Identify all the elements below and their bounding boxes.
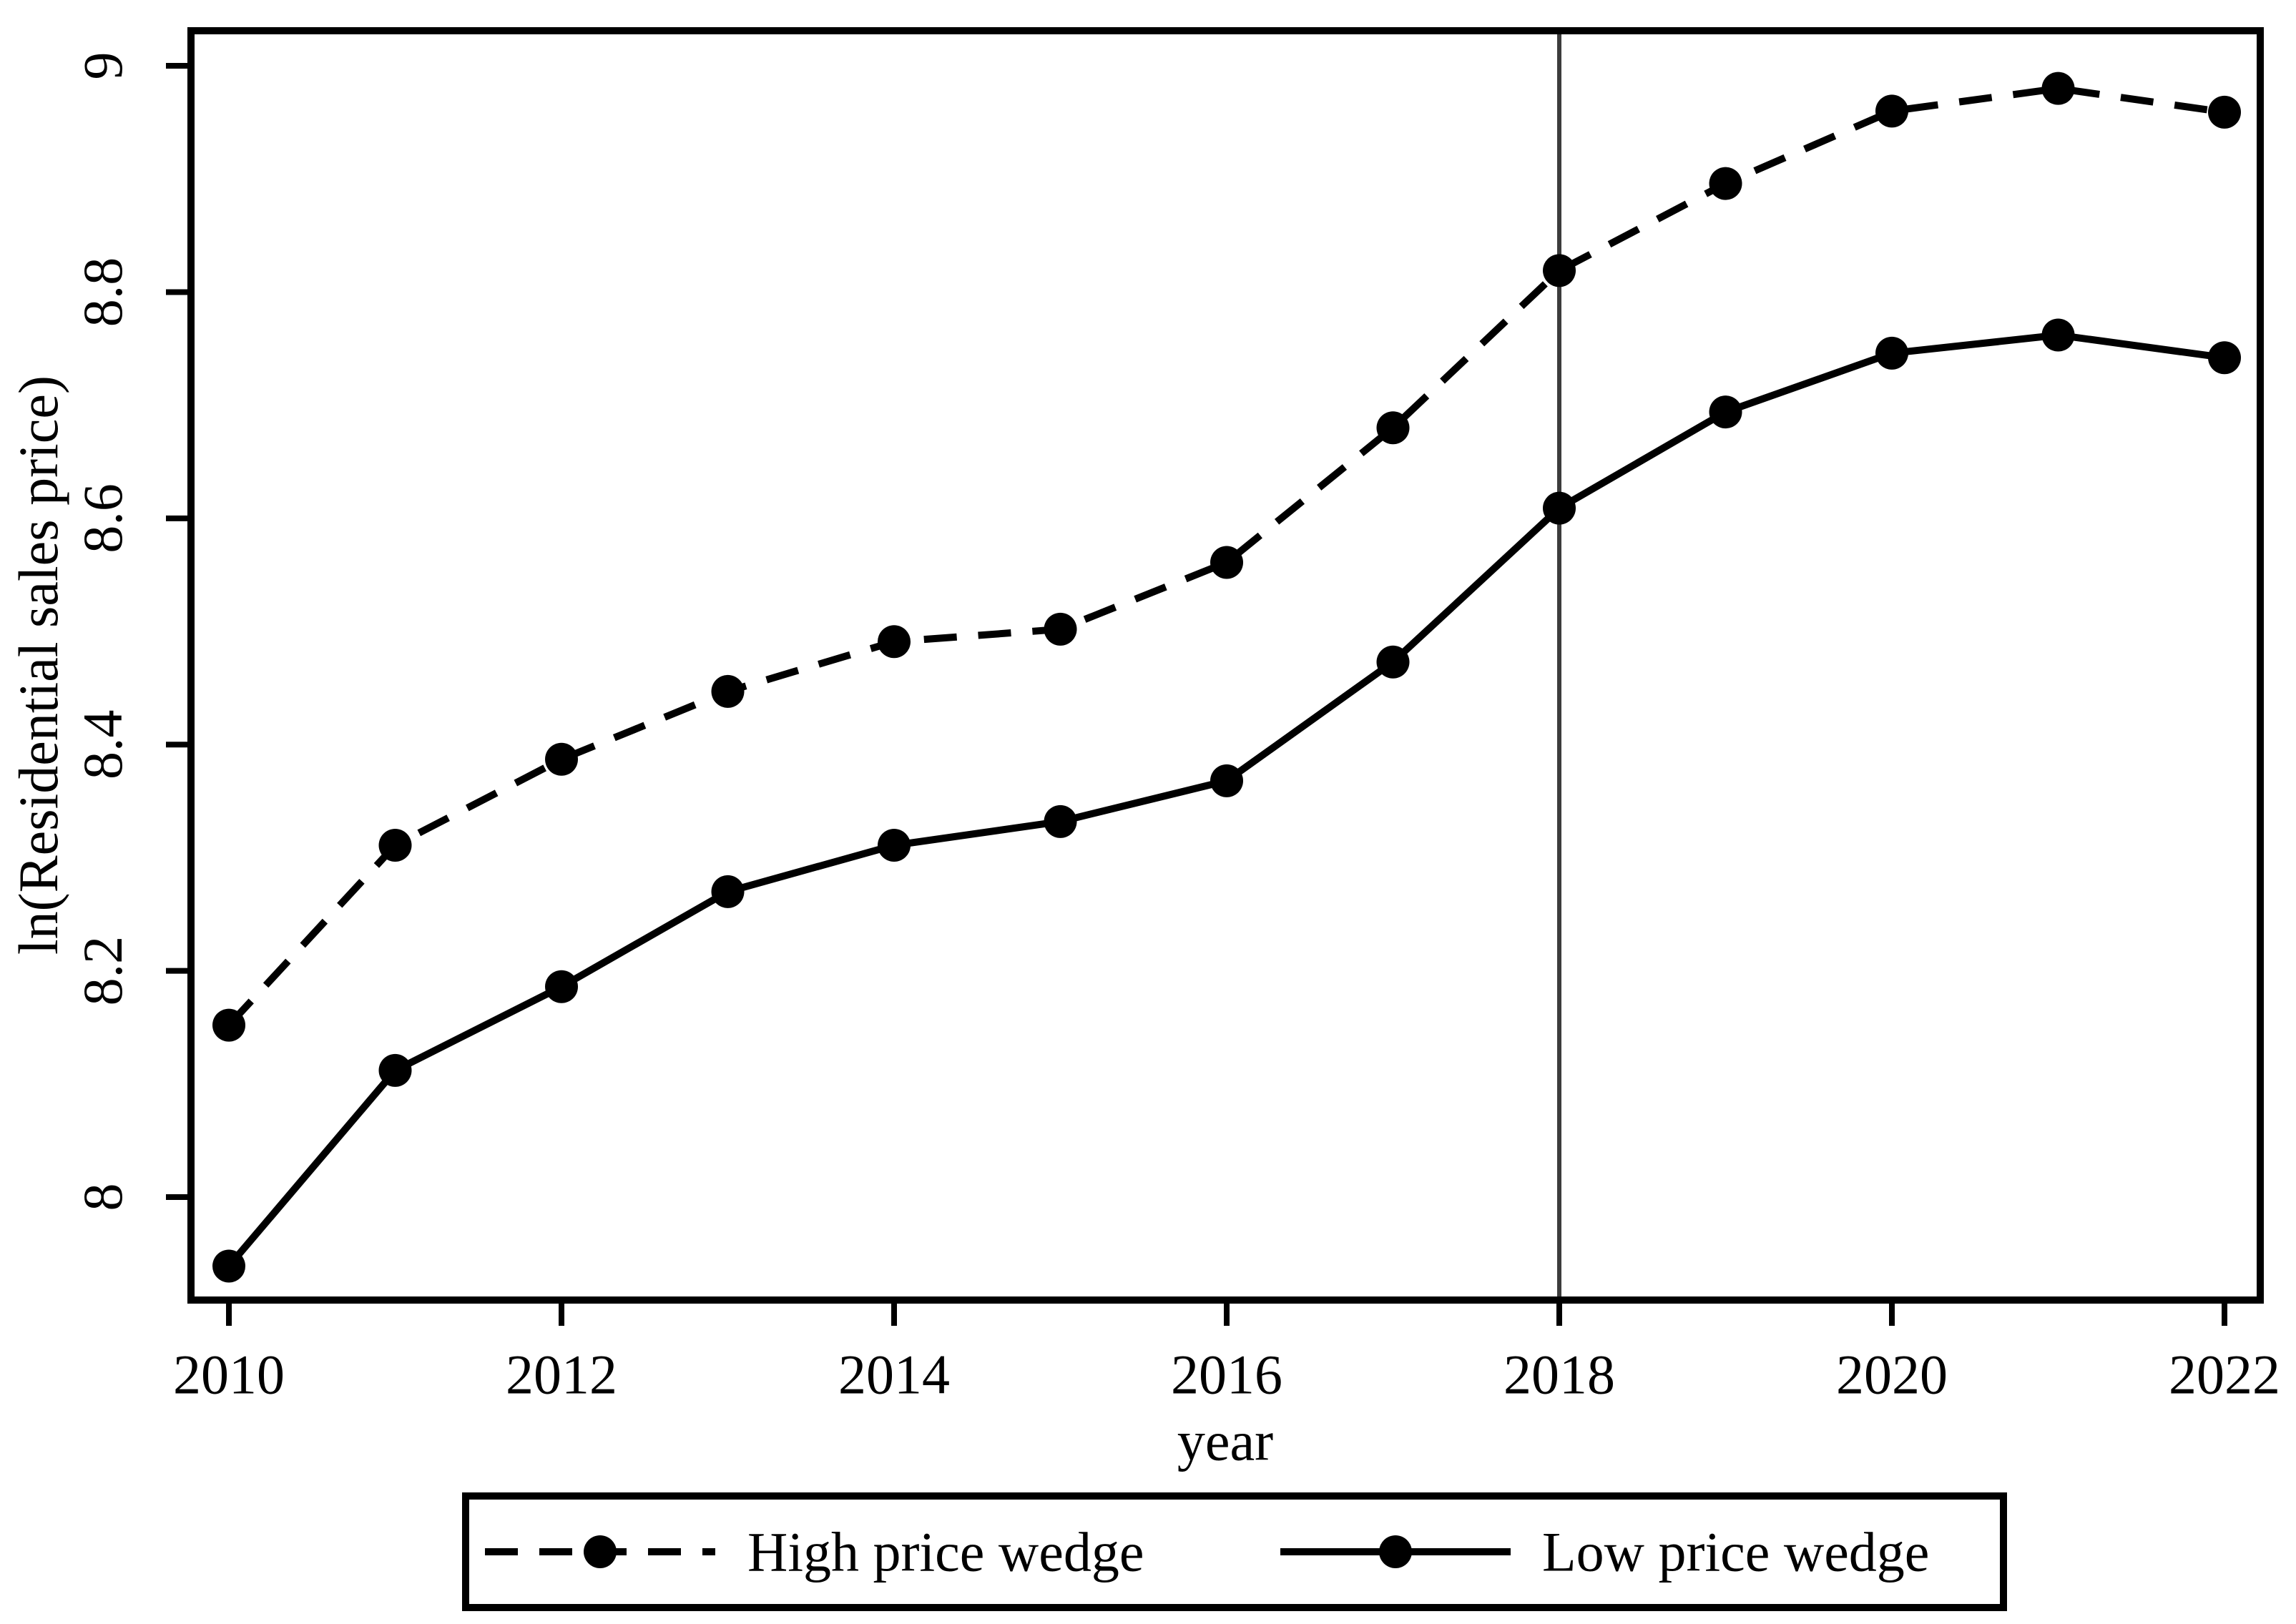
y-axis-title: ln(Residential sales price) <box>7 375 69 955</box>
plot-border <box>187 27 2264 1304</box>
high-series-point-2022 <box>2208 95 2242 129</box>
high-series-point-2010 <box>212 1008 246 1042</box>
low-series-point-2015 <box>1044 804 1077 838</box>
high-series-point-2018 <box>1543 254 1576 287</box>
legend-high-label: High price wedge <box>747 1521 1144 1583</box>
x-tick-label: 2010 <box>173 1344 285 1406</box>
low-series-point-2013 <box>711 875 745 908</box>
high-series-point-2021 <box>2041 72 2075 105</box>
low-series-point-2018 <box>1543 491 1576 525</box>
low-series-point-2012 <box>545 970 579 1003</box>
low-series-point-2019 <box>1709 395 1742 429</box>
x-axis-title: year <box>1177 1410 1273 1472</box>
y-tick-label: 8.4 <box>72 709 134 779</box>
high-series-point-2015 <box>1044 612 1077 646</box>
x-tick-label: 2022 <box>2169 1344 2280 1406</box>
y-tick-label: 9 <box>72 52 134 80</box>
y-tick-label: 8.6 <box>72 483 134 553</box>
y-tick-label: 8 <box>72 1183 134 1211</box>
high-series-point-2020 <box>1875 94 1909 128</box>
x-tick-label: 2012 <box>506 1344 617 1406</box>
low-series-line <box>226 331 2225 1269</box>
high-series-point-2019 <box>1709 167 1742 200</box>
legend-box <box>462 1492 2007 1611</box>
x-tick-label: 2016 <box>1171 1344 1282 1406</box>
high-series-point-2017 <box>1376 411 1410 445</box>
series-group <box>212 72 2242 1283</box>
low-series-point-2022 <box>2208 341 2242 375</box>
high-series-point-2012 <box>545 742 579 776</box>
y-tick-label: 8.2 <box>72 936 134 1006</box>
legend-low-label: Low price wedge <box>1542 1521 1929 1583</box>
low-series-point-2021 <box>2041 318 2075 352</box>
high-series-point-2011 <box>378 829 412 862</box>
low-series-point-2017 <box>1376 645 1410 679</box>
axis-ticks: 8 8.2 8.4 8.6 8.8 9 2010 2012 2014 2016 2018 2020 20… <box>72 52 2280 1406</box>
x-tick-label: 2018 <box>1503 1344 1615 1406</box>
low-series-point-2010 <box>212 1249 246 1283</box>
x-tick-label: 2014 <box>838 1344 950 1406</box>
legend-high-marker-icon <box>584 1535 617 1568</box>
low-series-point-2020 <box>1875 336 1909 370</box>
high-series-point-2016 <box>1210 546 1244 579</box>
high-series-point-2014 <box>878 625 911 659</box>
legend-low-marker-icon <box>1379 1535 1412 1568</box>
high-series-point-2013 <box>711 674 745 708</box>
legend: High price wedge Low price wedge <box>462 1492 2007 1611</box>
low-series-point-2016 <box>1210 764 1244 797</box>
low-series-point-2014 <box>878 829 911 862</box>
x-tick-label: 2020 <box>1836 1344 1948 1406</box>
y-tick-label: 8.8 <box>72 257 134 328</box>
low-series-point-2011 <box>378 1053 412 1087</box>
